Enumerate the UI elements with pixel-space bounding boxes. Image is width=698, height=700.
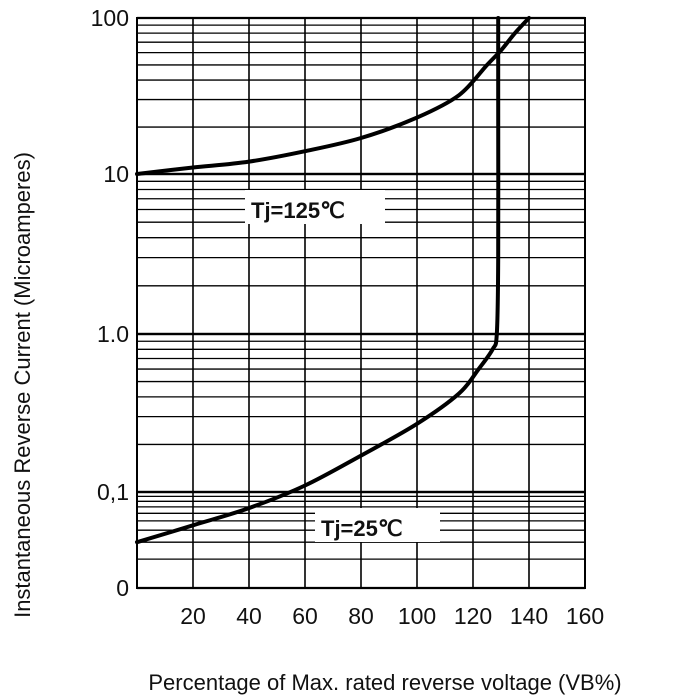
y-axis-label: Instantaneous Reverse Current (Microampe… (10, 152, 35, 618)
x-tick-label: 40 (236, 603, 262, 629)
grid (136, 16, 586, 590)
tick-labels: 20 40 60 80 100 120 140 160 100 10 1.0 0,1 0 (91, 5, 605, 629)
curve-label-background (315, 508, 440, 542)
plot-frame (136, 17, 586, 589)
x-tick-label: 140 (510, 603, 548, 629)
curve-labels: Tj=125℃ Tj=25℃ (245, 190, 440, 542)
curve-label-tj125: Tj=125℃ (251, 198, 345, 223)
curve-label-background (245, 190, 385, 224)
y-tick-label: 1.0 (97, 321, 129, 347)
x-axis-label: Percentage of Max. rated reverse voltage… (148, 670, 621, 695)
x-tick-label: 60 (292, 603, 318, 629)
series-line-tj25 (135, 16, 501, 545)
series-line-tj125 (135, 16, 531, 176)
y-tick-label: 100 (91, 5, 129, 31)
x-tick-label: 80 (348, 603, 374, 629)
series-lines (135, 16, 531, 545)
curve-label-tj25: Tj=25℃ (321, 516, 403, 541)
x-tick-label: 100 (398, 603, 436, 629)
y-tick-label: 0 (116, 575, 129, 601)
y-tick-label: 10 (103, 161, 129, 187)
x-tick-label: 160 (566, 603, 604, 629)
y-tick-label: 0,1 (97, 479, 129, 505)
x-tick-label: 120 (454, 603, 492, 629)
x-tick-label: 20 (180, 603, 206, 629)
